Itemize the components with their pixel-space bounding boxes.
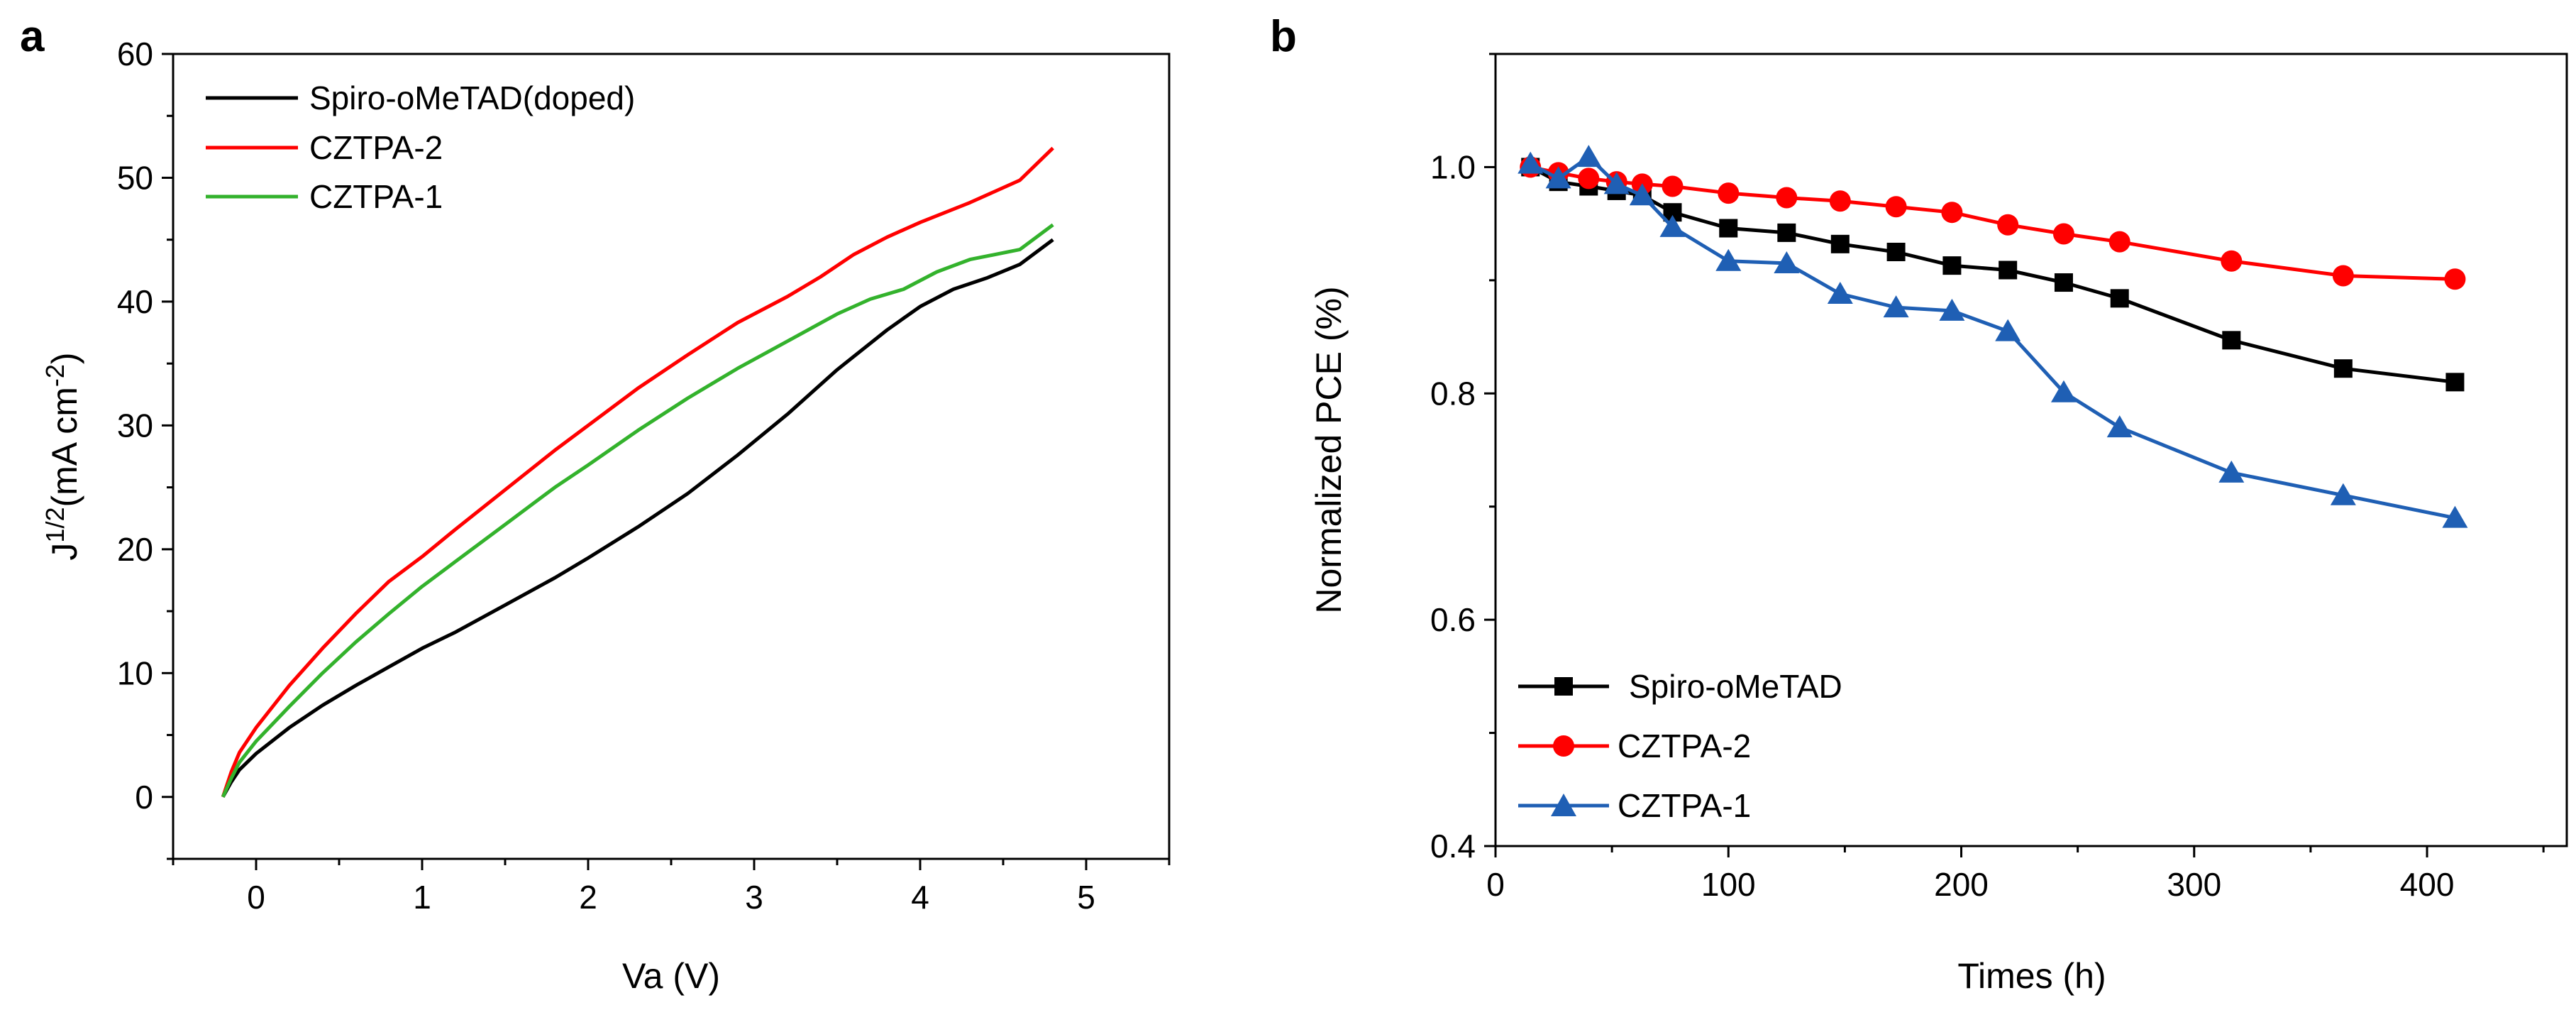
panel-b-point-cztpa-1 xyxy=(1576,145,1602,168)
panel-a-x-tick-label: 3 xyxy=(745,879,763,916)
panel-a-x-tick-label: 0 xyxy=(247,879,265,916)
panel-b-point-spiro-ometad xyxy=(2445,373,2465,392)
panel-a-y-tick-label: 50 xyxy=(117,159,153,196)
legend-label-spiro: Spiro-oMeTAD xyxy=(1629,668,1842,705)
panel-a-y-tick-label: 10 xyxy=(117,654,153,691)
panel-b-series-line-spiro-ometad xyxy=(1530,165,2455,384)
legend-label-cztpa-2: CZTPA-2 xyxy=(309,129,443,166)
panel-b-point-cztpa-2 xyxy=(1718,182,1740,204)
panel-b-point-cztpa-2 xyxy=(2444,268,2466,290)
panel-a-x-tick-label: 4 xyxy=(911,879,929,916)
panel-b-point-cztpa-2 xyxy=(1885,196,1907,218)
panel-b-point-cztpa-1 xyxy=(1603,172,1630,194)
panel-a-plot-frame xyxy=(172,53,1171,860)
panel-b-point-cztpa-2 xyxy=(1662,175,1684,197)
panel-b-point-cztpa-1 xyxy=(1629,183,1655,206)
panel-a-y-tick-label: 60 xyxy=(117,35,153,72)
panel-b-y-axis-title: Normalized PCE (%) xyxy=(1309,286,1349,613)
panel-b-x-tick-label: 300 xyxy=(2167,866,2221,903)
panel-b-point-cztpa-1 xyxy=(1883,295,1909,318)
panel-b-point-spiro-ometad xyxy=(1886,243,1906,261)
panel-b-point-cztpa-2 xyxy=(1941,202,1963,224)
panel-b-point-spiro-ometad xyxy=(1942,256,1962,275)
panel-b-point-spiro-ometad xyxy=(1719,219,1738,238)
legend-marker-cztpa-1 xyxy=(1551,794,1576,816)
panel-b-point-cztpa-2 xyxy=(1776,187,1798,209)
panel-b-x-tick-label: 200 xyxy=(1934,866,1989,903)
panel-b-point-spiro-ometad xyxy=(2222,331,2241,350)
panel-a-series-line-cztpa-1 xyxy=(221,223,1054,798)
panel-b-point-cztpa-1 xyxy=(2050,380,2077,402)
panel-b-point-cztpa-1 xyxy=(1827,281,1853,304)
panel-b-point-cztpa-1 xyxy=(2442,505,2468,528)
panel-b-point-spiro-ometad xyxy=(1830,234,1850,253)
panel-b-point-spiro-ometad xyxy=(1777,223,1796,242)
panel-b-x-tick-label: 400 xyxy=(2400,866,2455,903)
panel-b-point-spiro-ometad xyxy=(2333,359,2353,378)
legend-marker-cztpa-2 xyxy=(1553,735,1574,757)
panel-b-point-cztpa-1 xyxy=(1939,298,1965,321)
panel-b-point-cztpa-1 xyxy=(1659,214,1686,237)
panel-a-y-axis-title: J1/2(mA cm-2) xyxy=(40,352,84,560)
panel-a-y-tick-label: 20 xyxy=(117,531,153,568)
panel-b-point-cztpa-1 xyxy=(1715,248,1742,271)
panel-b-y-tick-label: 0.6 xyxy=(1430,601,1476,638)
panel-a-letter: a xyxy=(20,12,45,61)
panel-b-letter: b xyxy=(1270,12,1297,61)
panel-b-plot-frame xyxy=(1494,53,2568,847)
legend-label-cztpa-2: CZTPA-2 xyxy=(1618,728,1751,764)
panel-a-x-axis-title: Va (V) xyxy=(622,956,720,996)
panel-b-point-spiro-ometad xyxy=(2110,289,2129,308)
panel-b-point-cztpa-2 xyxy=(2332,265,2354,287)
panel-a-y-tick-label: 30 xyxy=(117,407,153,444)
legend-label-cztpa-1: CZTPA-1 xyxy=(309,178,443,215)
panel-b-point-cztpa-2 xyxy=(2108,231,2130,253)
panel-a-x-tick-label: 5 xyxy=(1077,879,1095,916)
panel-a-legend: Spiro-oMeTAD(doped) CZTPA-2 CZTPA-1 xyxy=(206,79,635,215)
panel-b-point-spiro-ometad xyxy=(2054,273,2073,292)
panel-b-point-spiro-ometad xyxy=(1999,260,2018,280)
panel-a-series-line-spiro-ometad-doped xyxy=(221,238,1054,799)
panel-b-y-tick-label: 0.8 xyxy=(1430,375,1476,412)
panel-b-point-cztpa-1 xyxy=(1774,251,1800,273)
legend-label-cztpa-1: CZTPA-1 xyxy=(1618,787,1751,824)
panel-b-point-cztpa-2 xyxy=(2221,250,2243,272)
panel-a-y-tick-label: 40 xyxy=(117,283,153,320)
panel-a-x-tick-label: 1 xyxy=(413,879,431,916)
panel-b-point-cztpa-1 xyxy=(2330,483,2356,505)
panel-a-y-tick-label: 0 xyxy=(135,779,153,816)
panel-b-point-cztpa-2 xyxy=(2052,223,2074,245)
panel-a-series-line-cztpa-2 xyxy=(221,146,1054,798)
panel-b-y-tick-label: 1.0 xyxy=(1430,148,1476,185)
legend-marker-spiro xyxy=(1554,677,1573,696)
panel-b-point-cztpa-2 xyxy=(1829,190,1851,212)
panel-b-point-cztpa-1 xyxy=(1545,166,1571,189)
panel-b-legend: Spiro-oMeTAD CZTPA-2 CZTPA-1 xyxy=(1518,668,1842,824)
panel-b-chart: b 0 100 200 300 400 0.4 0.6 0.8 1.0 Spiro-oMeTAD… xyxy=(1270,12,2568,996)
panel-b-point-cztpa-1 xyxy=(2106,415,2133,438)
panel-a-x-tick-label: 2 xyxy=(579,879,597,916)
legend-label-spiro-doped: Spiro-oMeTAD(doped) xyxy=(309,79,635,116)
panel-b-y-tick-label: 0.4 xyxy=(1430,828,1476,865)
panel-b-x-tick-label: 0 xyxy=(1486,866,1505,903)
panel-b-x-tick-label: 100 xyxy=(1701,866,1756,903)
panel-b-point-cztpa-1 xyxy=(1995,319,2021,341)
panel-b-x-axis-title: Times (h) xyxy=(1957,956,2106,996)
panel-b-point-cztpa-1 xyxy=(2218,460,2245,483)
panel-b-point-cztpa-2 xyxy=(1578,168,1600,190)
panel-b-point-cztpa-2 xyxy=(1997,214,2019,236)
panel-b-point-cztpa-1 xyxy=(1518,151,1544,174)
